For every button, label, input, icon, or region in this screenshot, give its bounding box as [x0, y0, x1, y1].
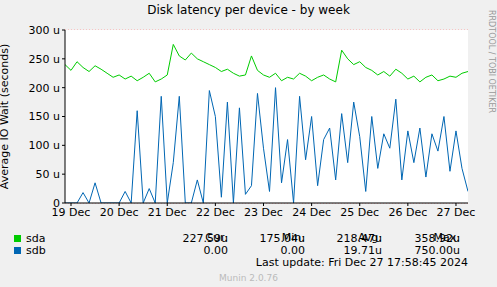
svg-text:Average IO Wait (seconds): Average IO Wait (seconds)	[8, 44, 11, 189]
svg-text:20 Dec: 20 Dec	[100, 206, 139, 219]
svg-text:250 u: 250 u	[29, 53, 60, 66]
svg-text:25 Dec: 25 Dec	[340, 206, 379, 219]
html-text:227.59u: 227.59u	[182, 232, 228, 245]
svg-text:200 u: 200 u	[29, 82, 60, 95]
svg-text:50 u: 50 u	[36, 168, 60, 181]
html-text:sda: sda	[26, 232, 46, 245]
svg-text:100 u: 100 u	[29, 139, 60, 152]
svg-text:26 Dec: 26 Dec	[388, 206, 427, 219]
html-text:RRDTOOL / TOBI OETIKER: RRDTOOL / TOBI OETIKER	[487, 10, 496, 113]
html-text:750.00u: 750.00u	[414, 244, 460, 257]
svg-text:300 u: 300 u	[29, 24, 60, 37]
html-text:175.04u: 175.04u	[259, 232, 305, 245]
svg-text:22 Dec: 22 Dec	[196, 206, 235, 219]
html-text:0.00: 0.00	[203, 244, 228, 257]
html-text:Disk latency per device - by w: Disk latency per device - by week	[147, 3, 350, 17]
html-text:358.92u: 358.92u	[414, 232, 460, 245]
html-text:19.71u: 19.71u	[343, 244, 382, 257]
html-text:218.47u: 218.47u	[336, 232, 382, 245]
html-text:0.00: 0.00	[280, 244, 305, 257]
html-text:sdb: sdb	[26, 244, 46, 257]
html-text:Munin 2.0.76: Munin 2.0.76	[219, 273, 278, 283]
html-text:Avg:: Avg:	[357, 231, 382, 244]
svg-text:24 Dec: 24 Dec	[292, 206, 331, 219]
svg-text:0: 0	[53, 197, 60, 210]
html-text:Last update: Fri Dec 27 17:58:: Last update: Fri Dec 27 17:58:45 2024	[255, 256, 468, 269]
html-text:Max:: Max:	[433, 231, 460, 244]
svg-text:21 Dec: 21 Dec	[148, 206, 187, 219]
svg-text:23 Dec: 23 Dec	[244, 206, 283, 219]
svg-text:150 u: 150 u	[29, 110, 60, 123]
html-text:Min:: Min:	[281, 231, 305, 244]
svg-text:19 Dec: 19 Dec	[51, 205, 91, 219]
html-text:Cur:: Cur:	[205, 231, 228, 244]
svg-text:27 Dec: 27 Dec	[437, 206, 476, 219]
